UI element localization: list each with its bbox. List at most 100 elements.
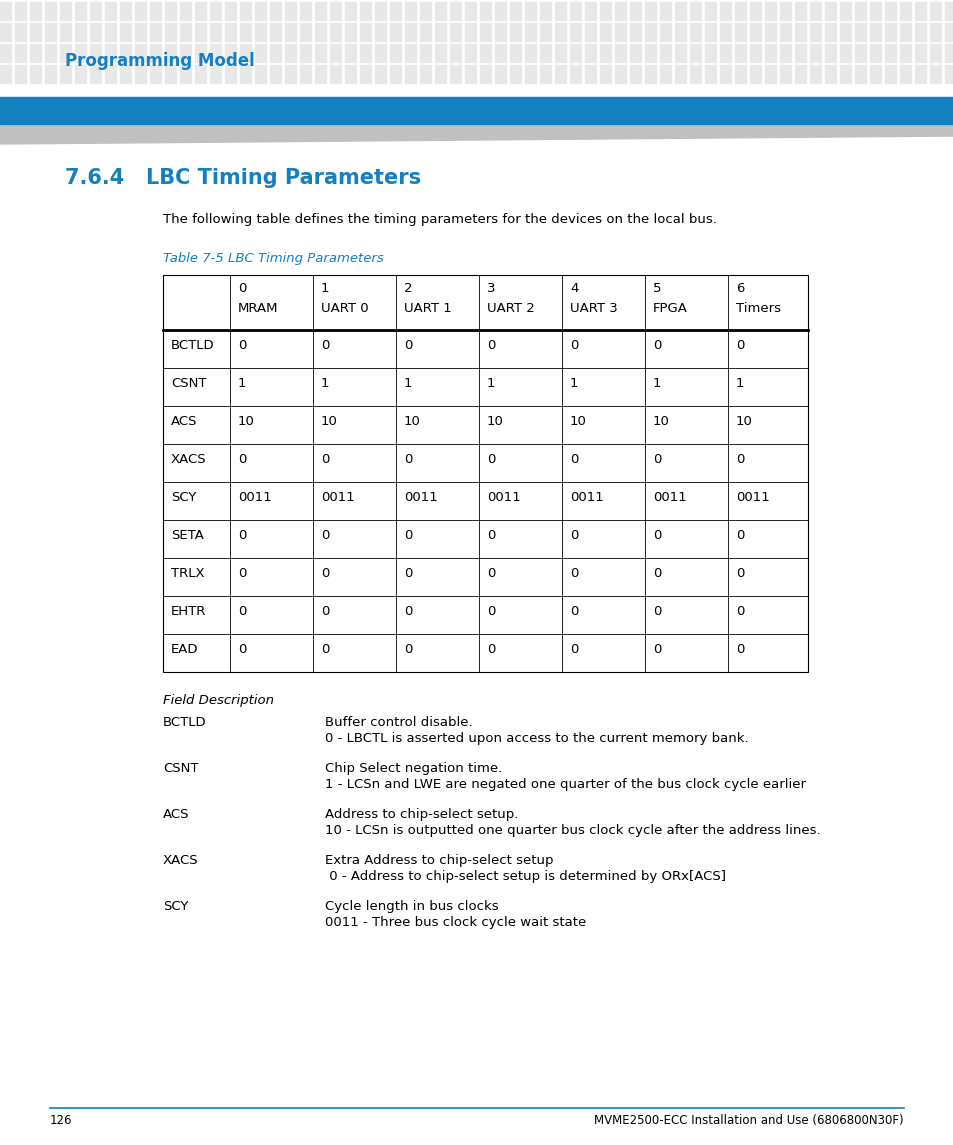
- Bar: [285, 44, 295, 62]
- Text: 126: 126: [50, 1114, 72, 1127]
- Bar: [854, 2, 865, 19]
- Bar: [0, 97, 953, 124]
- Bar: [720, 23, 730, 41]
- Bar: [479, 65, 491, 82]
- Bar: [210, 44, 221, 62]
- Bar: [375, 2, 386, 19]
- Bar: [495, 2, 505, 19]
- Bar: [584, 23, 596, 41]
- Bar: [869, 44, 880, 62]
- Bar: [929, 23, 940, 41]
- Bar: [60, 65, 71, 82]
- Bar: [390, 2, 400, 19]
- Bar: [254, 65, 266, 82]
- Text: 0: 0: [735, 529, 743, 542]
- Bar: [254, 23, 266, 41]
- Bar: [405, 23, 416, 41]
- Bar: [120, 44, 131, 62]
- Bar: [794, 2, 805, 19]
- Bar: [90, 44, 101, 62]
- Text: 0: 0: [652, 567, 660, 581]
- Bar: [135, 2, 146, 19]
- Text: 0: 0: [569, 567, 578, 581]
- Text: 0: 0: [569, 453, 578, 466]
- Bar: [359, 65, 371, 82]
- Bar: [464, 65, 476, 82]
- Bar: [75, 44, 86, 62]
- Bar: [60, 23, 71, 41]
- Bar: [270, 23, 281, 41]
- Bar: [539, 65, 551, 82]
- Text: 0: 0: [486, 453, 495, 466]
- Bar: [675, 23, 685, 41]
- Bar: [824, 44, 835, 62]
- Bar: [869, 2, 880, 19]
- Bar: [180, 2, 191, 19]
- Bar: [495, 44, 505, 62]
- Bar: [764, 65, 775, 82]
- Bar: [135, 65, 146, 82]
- Text: 0: 0: [320, 453, 329, 466]
- Bar: [270, 65, 281, 82]
- Bar: [210, 65, 221, 82]
- Bar: [944, 65, 953, 82]
- Text: 0011: 0011: [735, 491, 769, 504]
- Bar: [734, 44, 745, 62]
- Bar: [390, 44, 400, 62]
- Bar: [330, 2, 340, 19]
- Bar: [405, 2, 416, 19]
- Bar: [659, 44, 670, 62]
- Bar: [569, 23, 580, 41]
- Bar: [163, 275, 807, 672]
- Bar: [599, 44, 610, 62]
- Bar: [764, 23, 775, 41]
- Text: 1: 1: [237, 377, 246, 390]
- Text: 0: 0: [569, 643, 578, 656]
- Bar: [225, 44, 235, 62]
- Bar: [734, 65, 745, 82]
- Text: 0011: 0011: [237, 491, 272, 504]
- Bar: [854, 23, 865, 41]
- Bar: [569, 2, 580, 19]
- Bar: [629, 23, 640, 41]
- Bar: [539, 23, 551, 41]
- Text: 7.6.4   LBC Timing Parameters: 7.6.4 LBC Timing Parameters: [65, 168, 420, 188]
- Bar: [809, 23, 821, 41]
- Bar: [884, 23, 895, 41]
- Bar: [539, 2, 551, 19]
- Bar: [135, 44, 146, 62]
- Bar: [704, 23, 716, 41]
- Bar: [345, 2, 355, 19]
- Bar: [659, 23, 670, 41]
- Bar: [30, 2, 41, 19]
- Bar: [180, 44, 191, 62]
- Bar: [809, 65, 821, 82]
- Text: 0: 0: [735, 453, 743, 466]
- Bar: [210, 2, 221, 19]
- Text: 1: 1: [735, 377, 743, 390]
- Bar: [809, 2, 821, 19]
- Bar: [899, 2, 910, 19]
- Text: BCTLD: BCTLD: [171, 339, 214, 352]
- Text: 0: 0: [403, 605, 412, 618]
- Bar: [314, 44, 326, 62]
- Bar: [375, 44, 386, 62]
- Bar: [794, 65, 805, 82]
- Text: 0: 0: [569, 605, 578, 618]
- Bar: [854, 44, 865, 62]
- Text: Field Description: Field Description: [163, 694, 274, 706]
- Text: 0: 0: [237, 453, 246, 466]
- Bar: [194, 2, 206, 19]
- Text: The following table defines the timing parameters for the devices on the local b: The following table defines the timing p…: [163, 213, 716, 226]
- Bar: [840, 65, 850, 82]
- Bar: [45, 23, 56, 41]
- Bar: [704, 44, 716, 62]
- Bar: [644, 2, 656, 19]
- Bar: [359, 2, 371, 19]
- Bar: [840, 44, 850, 62]
- Bar: [629, 44, 640, 62]
- Bar: [435, 65, 446, 82]
- Bar: [824, 2, 835, 19]
- Bar: [479, 23, 491, 41]
- Bar: [599, 65, 610, 82]
